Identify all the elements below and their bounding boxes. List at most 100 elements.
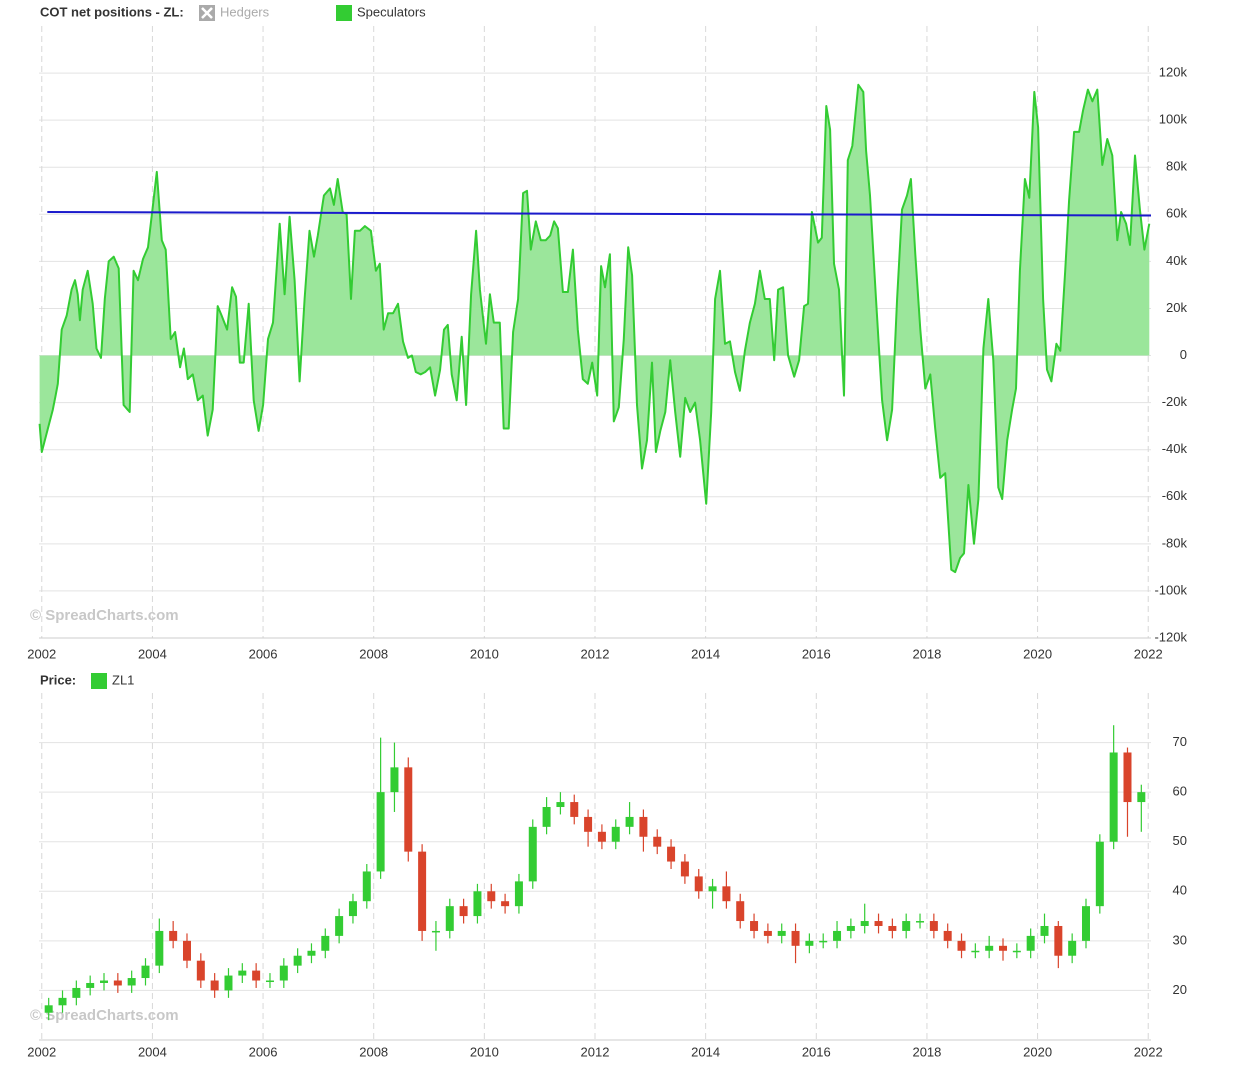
- x-tick-label: 2014: [691, 1044, 720, 1059]
- legend-label: ZL1: [112, 672, 134, 687]
- legend-item[interactable]: Speculators: [336, 4, 426, 21]
- candle-body: [667, 846, 676, 862]
- candle-body: [1012, 950, 1021, 953]
- x-tick-label: 2012: [581, 1044, 610, 1059]
- x-tick-label: 2020: [1023, 646, 1052, 661]
- y-tick-label: -100k: [1154, 582, 1187, 597]
- x-tick-label: 2002: [27, 1044, 56, 1059]
- candle-body: [957, 940, 966, 951]
- candle-body: [750, 921, 759, 931]
- candle-body: [625, 816, 634, 827]
- area-fill: [39, 84, 1150, 573]
- panel: 20 30 40 50 60 70 2002 2004 2006 2008 2010 2012 2014…: [27, 672, 1187, 1059]
- x-tick-label: 2008: [359, 646, 388, 661]
- candle-body: [279, 965, 288, 981]
- candle-body: [514, 881, 523, 907]
- candle-body: [321, 935, 330, 951]
- candle-body: [611, 826, 620, 842]
- candle-body: [999, 945, 1008, 951]
- candle-body: [431, 930, 440, 933]
- candle-body: [293, 955, 302, 966]
- legend-label: Hedgers: [220, 4, 270, 19]
- candle-body: [653, 836, 662, 847]
- candle-body: [252, 970, 261, 981]
- candle-body: [100, 980, 109, 983]
- candle-body: [1026, 935, 1035, 951]
- x-tick-label: 2014: [691, 646, 720, 661]
- candle-body: [445, 906, 454, 931]
- legend-label: Speculators: [357, 4, 426, 19]
- candle-body: [1081, 906, 1090, 941]
- candle-body: [1040, 925, 1049, 936]
- x-tick-label: 2006: [249, 646, 278, 661]
- candle-body: [570, 802, 579, 817]
- candle-body: [1137, 792, 1146, 803]
- candle-body: [874, 921, 883, 926]
- candle-body: [404, 767, 413, 852]
- y-tick-label: 100k: [1159, 112, 1188, 127]
- y-tick-label: -80k: [1162, 535, 1188, 550]
- candle-body: [1095, 841, 1104, 907]
- y-tick-label: 80k: [1166, 159, 1187, 174]
- y-tick-label: 50: [1173, 833, 1187, 848]
- candle-body: [348, 901, 357, 917]
- legend-title: COT net positions - ZL:: [40, 4, 184, 19]
- y-tick-label: 20: [1173, 982, 1187, 997]
- y-tick-label: -60k: [1162, 488, 1188, 503]
- candle-body: [929, 921, 938, 931]
- y-tick-label: 60: [1173, 784, 1187, 799]
- candle-body: [224, 975, 233, 991]
- candle-body: [86, 982, 95, 988]
- y-tick-label: 120k: [1159, 65, 1188, 80]
- candle-body: [210, 980, 219, 991]
- candle-body: [307, 950, 316, 956]
- candle-body: [1109, 752, 1118, 842]
- x-tick-label: 2022: [1134, 646, 1163, 661]
- candle-body: [473, 891, 482, 917]
- candle-body: [680, 861, 689, 877]
- y-tick-label: 40: [1173, 883, 1187, 898]
- x-tick-label: 2012: [581, 646, 610, 661]
- x-tick-label: 2006: [249, 1044, 278, 1059]
- candle-body: [501, 901, 510, 907]
- x-tick-label: 2016: [802, 1044, 831, 1059]
- y-tick-label: -40k: [1162, 441, 1188, 456]
- candle-body: [335, 916, 344, 936]
- candle-body: [860, 921, 869, 926]
- candle-body: [265, 980, 274, 983]
- candle-body: [542, 807, 551, 827]
- candle-body: [736, 901, 745, 922]
- candle-body: [376, 792, 385, 872]
- candle-body: [141, 965, 150, 979]
- candle-body: [238, 970, 247, 976]
- x-tick-label: 2002: [27, 646, 56, 661]
- legend-item[interactable]: ZL1: [91, 672, 134, 689]
- candle-body: [708, 886, 717, 892]
- x-tick-label: 2004: [138, 1044, 167, 1059]
- candle-body: [902, 921, 911, 931]
- candle-body: [127, 978, 136, 986]
- candle-body: [777, 930, 786, 936]
- candle-body: [44, 1005, 53, 1013]
- legend-disabled-icon: [201, 7, 213, 19]
- candle-body: [791, 930, 800, 946]
- area-line: [38, 83, 1151, 574]
- candle-body: [196, 960, 205, 981]
- candle-body: [722, 886, 731, 902]
- candle-body: [418, 851, 427, 931]
- candle-body: [639, 816, 648, 837]
- candle-body: [833, 930, 842, 941]
- candle-body: [819, 940, 828, 943]
- candle-body: [971, 950, 980, 953]
- x-tick-label: 2008: [359, 1044, 388, 1059]
- y-tick-label: -20k: [1162, 394, 1188, 409]
- x-tick-label: 2004: [138, 646, 167, 661]
- candle-body: [169, 930, 178, 941]
- candle-body: [943, 930, 952, 941]
- legend-item[interactable]: Hedgers: [199, 4, 270, 21]
- x-tick-label: 2010: [470, 646, 499, 661]
- candle-body: [182, 940, 191, 961]
- candle-body: [556, 802, 565, 808]
